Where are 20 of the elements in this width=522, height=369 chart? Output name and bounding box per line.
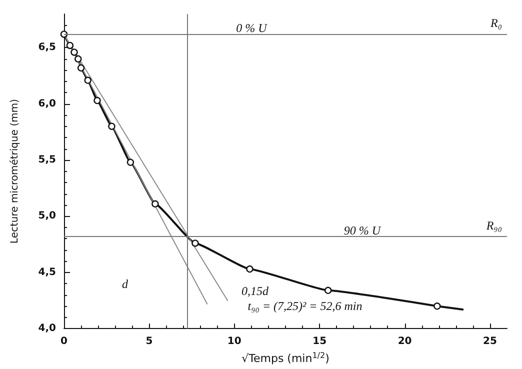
y-tick-label: 6,5 <box>38 42 56 54</box>
annotation: 90 % U <box>344 223 382 238</box>
annotation: 0 % U <box>236 21 268 36</box>
x-tick-label: 15 <box>312 336 327 348</box>
ref-line-label: R₉₀ <box>485 218 502 232</box>
y-tick-label: 6,0 <box>38 98 56 110</box>
annotation: 0,15d <box>242 284 270 298</box>
ref-line-label: R₀ <box>489 16 502 30</box>
y-tick-label: 4,0 <box>38 323 56 334</box>
x-tick-label: 20 <box>398 336 412 348</box>
x-tick-label: 10 <box>227 336 242 348</box>
x-tick-label: 0 <box>60 336 68 348</box>
annotation: d <box>122 277 129 291</box>
y-tick-label: 5,0 <box>38 210 56 222</box>
x-tick-label: 25 <box>483 336 497 348</box>
x-tick-label: 5 <box>146 336 153 348</box>
y-tick-label: 4,5 <box>38 266 56 278</box>
y-axis-title: Lecture micrométrique (mm) <box>10 98 20 244</box>
y-tick-label: 5,5 <box>38 154 56 166</box>
annotation: t₉₀ = (7,25)² = 52,6 min <box>248 299 362 313</box>
